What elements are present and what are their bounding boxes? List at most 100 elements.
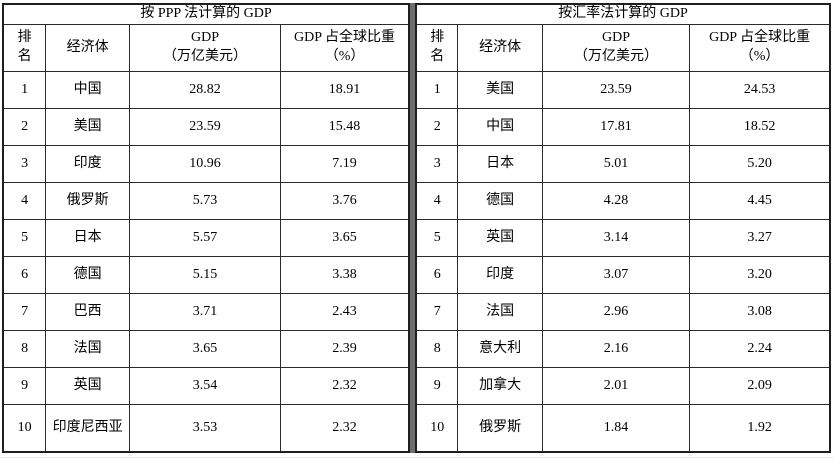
table-row: 9 英国 3.54 2.32 [2, 367, 410, 405]
share-value-cell: 24.53 [689, 71, 831, 109]
table-row: 2 中国 17.81 18.52 [415, 108, 831, 146]
rank-cell: 8 [2, 330, 47, 368]
rank-cell: 10 [2, 404, 47, 453]
table-row: 2 美国 23.59 15.48 [2, 108, 410, 146]
rank-cell: 9 [415, 367, 459, 405]
share-value-cell: 18.52 [689, 108, 831, 146]
rank-cell: 5 [415, 219, 459, 257]
table-row: 7 巴西 3.71 2.43 [2, 293, 410, 331]
rank-cell: 7 [2, 293, 47, 331]
economy-cell: 中国 [457, 108, 543, 146]
economy-cell: 美国 [45, 108, 130, 146]
share-value-cell: 1.92 [689, 404, 831, 453]
table-row: 6 德国 5.15 3.38 [2, 256, 410, 294]
rank-cell: 4 [2, 182, 47, 220]
gdp-value-cell: 5.01 [541, 145, 691, 183]
share-value-cell: 4.45 [689, 182, 831, 220]
table-row: 10 俄罗斯 1.84 1.92 [415, 404, 831, 453]
rank-cell: 5 [2, 219, 47, 257]
share-column-header: GDP 占全球比重 （%） [689, 24, 831, 72]
rank-cell: 9 [2, 367, 47, 405]
gdp-column-header-line1: GDP [602, 30, 631, 46]
share-value-cell: 3.08 [689, 293, 831, 331]
share-column-header-line2: （%） [739, 49, 780, 64]
gdp-column-header: GDP （万亿美元） [128, 24, 282, 72]
gdp-value-cell: 23.59 [541, 71, 691, 109]
economy-cell: 中国 [45, 71, 130, 109]
rank-cell: 7 [415, 293, 459, 331]
gdp-column-header-line1: GDP [190, 30, 219, 46]
ppp-table-body: 1 中国 28.82 18.91 2 美国 23.59 15.48 3 印度 10.96 7.19 4 俄… [2, 71, 410, 453]
rank-cell: 3 [415, 145, 459, 183]
rank-cell: 6 [415, 256, 459, 294]
economy-cell: 法国 [457, 293, 543, 331]
economy-cell: 英国 [45, 367, 130, 405]
gdp-value-cell: 23.59 [128, 108, 282, 146]
gdp-value-cell: 2.96 [541, 293, 691, 331]
rank-cell: 1 [2, 71, 47, 109]
gdp-value-cell: 3.71 [128, 293, 282, 331]
gdp-value-cell: 3.07 [541, 256, 691, 294]
share-value-cell: 2.09 [689, 367, 831, 405]
table-row: 5 日本 5.57 3.65 [2, 219, 410, 257]
economy-cell: 巴西 [45, 293, 130, 331]
economy-cell: 俄罗斯 [457, 404, 543, 453]
gdp-value-cell: 4.28 [541, 182, 691, 220]
gdp-value-cell: 3.54 [128, 367, 282, 405]
exchange-rate-gdp-table: 按汇率法计算的 GDP 排名 经济体 GDP （万亿美元） GDP 占全球比重 … [415, 3, 831, 453]
share-value-cell: 3.27 [689, 219, 831, 257]
gdp-value-cell: 5.73 [128, 182, 282, 220]
gdp-value-cell: 17.81 [541, 108, 691, 146]
share-value-cell: 2.24 [689, 330, 831, 368]
gdp-column-header: GDP （万亿美元） [541, 24, 691, 72]
rank-column-header-label: 排名 [17, 30, 32, 64]
gdp-value-cell: 10.96 [128, 145, 282, 183]
table-divider [410, 3, 416, 453]
table-title-row: 按 PPP 法计算的 GDP [2, 3, 410, 25]
table-row: 9 加拿大 2.01 2.09 [415, 367, 831, 405]
rank-column-header: 排名 [2, 24, 47, 72]
rank-cell: 4 [415, 182, 459, 220]
gdp-value-cell: 5.15 [128, 256, 282, 294]
economy-cell: 日本 [457, 145, 543, 183]
gdp-value-cell: 2.01 [541, 367, 691, 405]
rank-column-header: 排名 [415, 24, 459, 72]
table-row: 7 法国 2.96 3.08 [415, 293, 831, 331]
economy-cell: 加拿大 [457, 367, 543, 405]
gdp-value-cell: 3.53 [128, 404, 282, 453]
economy-cell: 日本 [45, 219, 130, 257]
share-value-cell: 3.20 [689, 256, 831, 294]
table-row: 6 印度 3.07 3.20 [415, 256, 831, 294]
table-row: 4 德国 4.28 4.45 [415, 182, 831, 220]
share-value-cell: 2.43 [280, 293, 410, 331]
gdp-column-header-line2: （万亿美元） [574, 49, 659, 64]
rank-column-header-label: 排名 [430, 30, 445, 64]
share-column-header-line1: GDP 占全球比重 [709, 30, 811, 46]
share-value-cell: 3.38 [280, 256, 410, 294]
table-row: 5 英国 3.14 3.27 [415, 219, 831, 257]
rank-cell: 1 [415, 71, 459, 109]
table-title-row: 按汇率法计算的 GDP [415, 3, 831, 25]
share-value-cell: 18.91 [280, 71, 410, 109]
ppp-table-title: 按 PPP 法计算的 GDP [2, 3, 410, 25]
gdp-value-cell: 28.82 [128, 71, 282, 109]
share-value-cell: 2.32 [280, 404, 410, 453]
gdp-value-cell: 5.57 [128, 219, 282, 257]
economy-cell: 德国 [45, 256, 130, 294]
table-row: 4 俄罗斯 5.73 3.76 [2, 182, 410, 220]
share-column-header-line1: GDP 占全球比重 [294, 30, 396, 46]
share-value-cell: 5.20 [689, 145, 831, 183]
economy-cell: 印度 [457, 256, 543, 294]
economy-cell: 美国 [457, 71, 543, 109]
table-header-row: 排名 经济体 GDP （万亿美元） GDP 占全球比重 （%） [415, 24, 831, 72]
economy-cell: 印度 [45, 145, 130, 183]
gdp-value-cell: 2.16 [541, 330, 691, 368]
table-row: 10 印度尼西亚 3.53 2.32 [2, 404, 410, 453]
share-value-cell: 15.48 [280, 108, 410, 146]
table-row: 8 意大利 2.16 2.24 [415, 330, 831, 368]
share-column-header: GDP 占全球比重 （%） [280, 24, 410, 72]
economy-cell: 英国 [457, 219, 543, 257]
exchange-rate-table-title: 按汇率法计算的 GDP [415, 3, 831, 25]
table-row: 8 法国 3.65 2.39 [2, 330, 410, 368]
